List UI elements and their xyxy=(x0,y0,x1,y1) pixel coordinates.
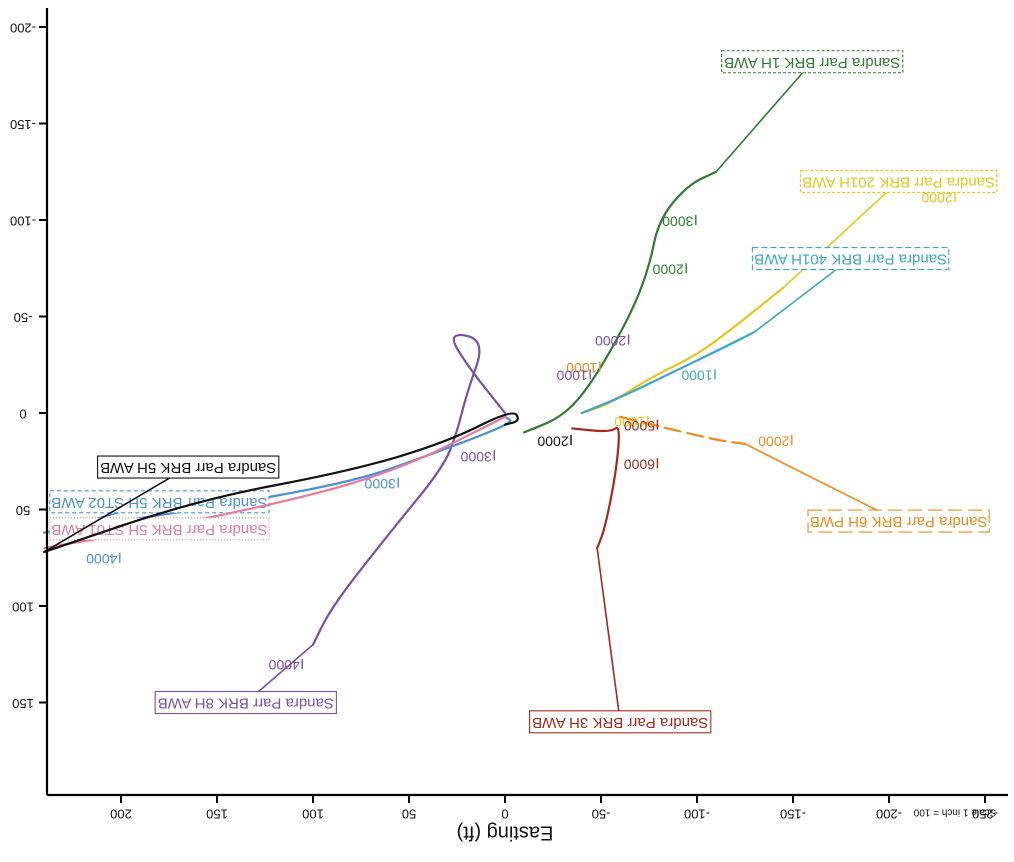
well-leader-line xyxy=(596,547,621,722)
well-name-box: Sandra Parr BRK 5H AWB xyxy=(97,455,280,479)
well-name-label: Sandra Parr BRK 1H AWB xyxy=(724,54,900,71)
x-tick-label: 100 xyxy=(302,807,324,822)
well-name-box: Sandra Parr BRK 1H AWB xyxy=(721,50,904,74)
y-tick-label: 100 xyxy=(12,600,34,615)
well-name-frame xyxy=(721,50,904,74)
md-depth-label: 3000 xyxy=(364,476,395,492)
x-tick-label: -200 xyxy=(876,807,902,822)
well-name-label: Sandra Parr BRK 5H AWB xyxy=(100,459,276,476)
well-name-frame xyxy=(799,169,998,193)
well-series: 1000 Sandra Parr BRK 401H AWB xyxy=(580,247,950,415)
scale-note-group: Scale 1 inch = 100 xyxy=(913,806,996,817)
well-trajectory-line xyxy=(43,412,519,554)
y-tick-label: -50 xyxy=(14,310,33,325)
y-tick-label: -100 xyxy=(10,214,36,229)
ticks-layer: -250 -200 -150 -100 -50 0 50 100 150 200 -200 -150 -… xyxy=(10,21,998,822)
md-depth-label: 1000 xyxy=(556,368,587,384)
y-tick-label: -200 xyxy=(10,21,36,36)
well-name-label: Sandra Parr BRK 401H AWB xyxy=(754,251,947,268)
well-leader-line xyxy=(715,61,813,173)
md-depth-label: 3000 xyxy=(460,449,491,465)
well-series: 1000 2000 Sandra Parr BRK 6H PWB xyxy=(566,360,990,533)
well-series: 5000 6000 Sandra Parr BRK 3H AWB xyxy=(529,418,712,734)
well-trajectory-line xyxy=(571,426,620,550)
scale-note: Scale 1 inch = 100 xyxy=(913,806,996,817)
md-depth-label: 2000 xyxy=(652,262,683,278)
x-tick-label: -50 xyxy=(592,807,611,822)
well-trajectory-line xyxy=(580,330,756,415)
well-leader-line xyxy=(782,180,900,289)
well-name-frame xyxy=(154,690,337,715)
x-tick-label: -250 xyxy=(972,807,998,822)
md-depth-label: 3000 xyxy=(662,213,693,229)
md-depth-label: 6000 xyxy=(624,456,655,472)
well-leader-line xyxy=(744,443,899,522)
well-series: Sandra Parr BRK 5H ST01 AWB xyxy=(43,415,507,550)
well-leader-line xyxy=(754,257,852,333)
well-name-box: Sandra Parr BRK 401H AWB xyxy=(751,247,950,271)
well-name-frame xyxy=(49,517,270,541)
x-tick-label: 150 xyxy=(206,807,228,822)
well-name-label: Sandra Parr BRK 5H ST01 AWB xyxy=(51,521,267,538)
well-series: 2000 1000 3000 4000 Sandra Parr BRK 8H AWB xyxy=(154,333,630,715)
x-tick-label: -100 xyxy=(684,807,710,822)
x-axis-title-group: Easting (ft) xyxy=(457,822,554,844)
md-depth-label: 2000 xyxy=(921,190,952,206)
well-name-frame xyxy=(807,509,990,533)
well-name-label: Sandra Parr BRK 8H AWB xyxy=(158,695,334,712)
well-trajectory-line xyxy=(523,170,718,434)
well-trajectory-line xyxy=(311,334,507,646)
md-depth-label: 2000 xyxy=(537,433,568,449)
well-series: 2000 3000 Sandra Parr BRK 1H AWB xyxy=(523,50,904,434)
x-tick-label: 50 xyxy=(402,807,416,822)
well-series: 2000 Sandra Parr BRK 5H AWB xyxy=(43,412,572,554)
y-tick-label: 50 xyxy=(16,503,30,518)
well-name-label: Sandra Parr BRK 5H ST02 AWB xyxy=(51,494,267,511)
well-trajectory-line xyxy=(619,415,747,445)
md-depth-label: 1000 xyxy=(681,368,712,384)
x-tick-label: -150 xyxy=(780,807,806,822)
well-name-label: Sandra Parr BRK 201H AWB xyxy=(802,173,995,190)
well-name-label: Sandra Parr BRK 6H PWB xyxy=(810,513,988,530)
x-axis-title: Easting (ft) xyxy=(457,822,554,844)
md-depth-label: 4000 xyxy=(86,551,117,567)
well-trajectory-line xyxy=(580,286,785,415)
x-tick-label: 0 xyxy=(501,807,508,822)
x-tick-label: 200 xyxy=(110,807,132,822)
well-name-box: Sandra Parr BRK 6H PWB xyxy=(807,509,990,533)
y-tick-label: -150 xyxy=(10,117,36,132)
y-tick-label: 0 xyxy=(19,407,26,422)
well-name-box: Sandra Parr BRK 201H AWB xyxy=(799,169,998,193)
well-name-box: Sandra Parr BRK 8H AWB xyxy=(154,690,337,715)
well-name-label: Sandra Parr BRK 3H AWB xyxy=(532,714,708,731)
well-name-box: Sandra Parr BRK 3H AWB xyxy=(529,710,712,734)
well-name-frame xyxy=(97,455,280,479)
md-depth-label: 2000 xyxy=(595,333,626,349)
axis-layer xyxy=(45,8,1008,797)
well-name-box: Sandra Parr BRK 5H ST01 AWB xyxy=(49,517,270,541)
well-leader-line xyxy=(43,466,189,553)
y-tick-label: 150 xyxy=(12,696,34,711)
well-name-frame xyxy=(751,247,950,271)
well-series: 3000 4000 Sandra Parr BRK 5H ST02 AWB xyxy=(43,415,512,567)
md-depth-label: 5000 xyxy=(624,418,655,434)
md-depth-label: 2000 xyxy=(758,433,789,449)
well-name-frame xyxy=(529,710,712,734)
md-depth-label: 4000 xyxy=(268,657,299,673)
